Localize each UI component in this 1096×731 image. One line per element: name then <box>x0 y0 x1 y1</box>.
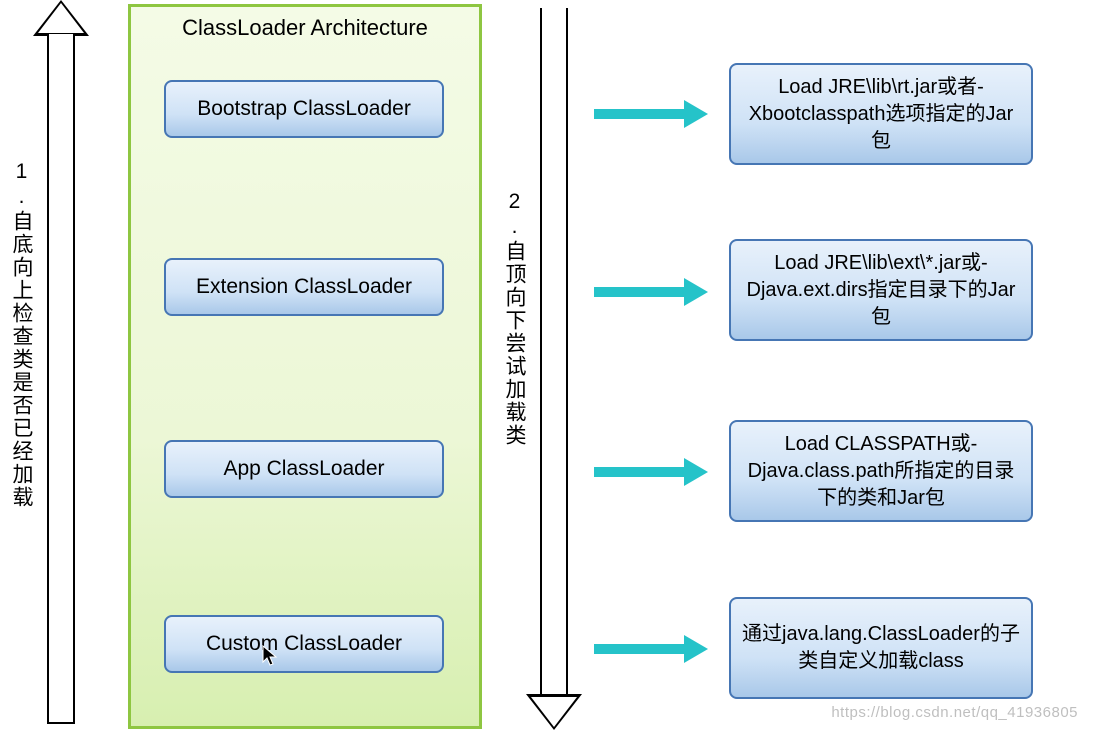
desc-extension: Load JRE\lib\ext\*.jar或-Djava.ext.dirs指定… <box>729 239 1033 341</box>
loader-extension: Extension ClassLoader <box>164 258 444 316</box>
architecture-title: ClassLoader Architecture <box>131 15 479 41</box>
desc-app: Load CLASSPATH或-Djava.class.path所指定的目录下的… <box>729 420 1033 522</box>
diagram-canvas: 1.自底向上检查类是否已经加载 ClassLoader Architecture… <box>0 0 1096 731</box>
right-arrow-label: 2.自顶向下尝试加载类 <box>499 190 529 447</box>
loader-bootstrap: Bootstrap ClassLoader <box>164 80 444 138</box>
loader-custom-label: Custom ClassLoader <box>206 632 402 656</box>
h-arrow-3 <box>594 458 714 486</box>
watermark-text: https://blog.csdn.net/qq_41936805 <box>831 704 1078 721</box>
h-arrow-4 <box>594 635 714 663</box>
loader-custom: Custom ClassLoader <box>164 615 444 673</box>
h-arrow-1 <box>594 100 714 128</box>
desc-bootstrap: Load JRE\lib\rt.jar或者-Xbootclasspath选项指定… <box>729 63 1033 165</box>
desc-custom: 通过java.lang.ClassLoader的子类自定义加载class <box>729 597 1033 699</box>
left-arrow-label: 1.自底向上检查类是否已经加载 <box>6 160 36 509</box>
h-arrow-2 <box>594 278 714 306</box>
loader-app: App ClassLoader <box>164 440 444 498</box>
